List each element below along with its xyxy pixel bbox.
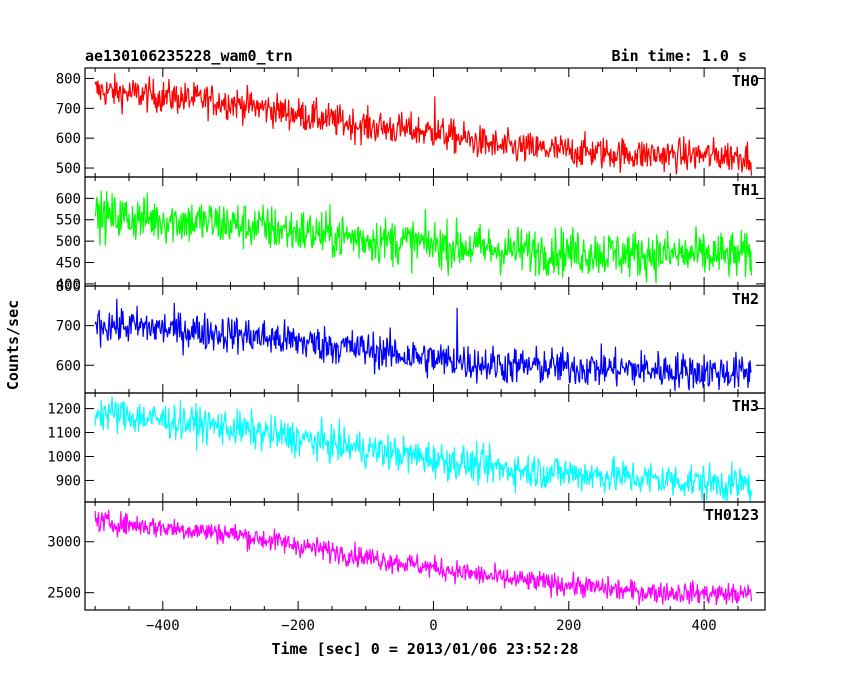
y-tick-label: 800 xyxy=(56,71,81,87)
x-tick-label: −200 xyxy=(281,618,315,634)
x-tick-label: 0 xyxy=(429,618,437,634)
x-tick-label: −400 xyxy=(146,618,180,634)
channel-label-th2: TH2 xyxy=(732,290,759,308)
series-line-th0123 xyxy=(94,509,753,606)
y-tick-label: 800 xyxy=(56,279,81,295)
header-right-title: Bin time: 1.0 s xyxy=(612,47,747,65)
y-tick-label: 450 xyxy=(56,255,81,271)
x-tick-label: 200 xyxy=(556,618,581,634)
panel-frame xyxy=(84,67,766,178)
panel-frame xyxy=(84,501,766,611)
series-line-th3 xyxy=(94,396,753,502)
y-tick-label: 600 xyxy=(56,191,81,207)
channel-label-th0: TH0 xyxy=(732,72,759,90)
y-tick-label: 600 xyxy=(56,358,81,374)
y-tick-label: 400 xyxy=(56,277,81,293)
channel-label-th1: TH1 xyxy=(732,181,759,199)
panel-th0123: 2500 3000 TH0123 xyxy=(47,501,766,611)
y-tick-label: 700 xyxy=(56,101,81,117)
y-tick-label: 3000 xyxy=(47,535,81,551)
x-tick-label: 400 xyxy=(691,618,716,634)
x-axis-label: Time [sec] 0 = 2013/01/06 23:52:28 xyxy=(271,640,578,658)
x-tick-labels: −400 −200 0 200 400 xyxy=(146,618,717,634)
header-left-title: ae130106235228_wam0_trn xyxy=(85,47,293,65)
series-line-th0 xyxy=(94,73,753,176)
y-axis-label: Counts/sec xyxy=(4,300,22,390)
y-tick-label: 1000 xyxy=(47,449,81,465)
panel-th0: 500 600 700 800 TH0 xyxy=(56,67,766,178)
panel-th3: 900 1000 1100 1200 TH3 xyxy=(47,392,766,503)
channel-label-th0123: TH0123 xyxy=(705,506,759,524)
series-line-th1 xyxy=(94,190,753,284)
y-tick-label: 2500 xyxy=(47,586,81,602)
y-tick-label: 600 xyxy=(56,131,81,147)
channel-label-th3: TH3 xyxy=(732,397,759,415)
y-tick-label: 1200 xyxy=(47,402,81,418)
y-tick-label: 550 xyxy=(56,213,81,229)
y-tick-label: 700 xyxy=(56,319,81,335)
panel-th2: 600 700 800 TH2 xyxy=(56,279,766,394)
y-tick-label: 1100 xyxy=(47,426,81,442)
series-line-th2 xyxy=(94,298,752,392)
y-tick-label: 500 xyxy=(56,234,81,250)
y-tick-label: 900 xyxy=(56,473,81,489)
panels-group: 500 600 700 800 TH0 400 450 500 550 600 TH1 600 700 8… xyxy=(47,67,766,611)
y-tick-label: 500 xyxy=(56,161,81,177)
panel-th1: 400 450 500 550 600 TH1 xyxy=(56,176,766,293)
